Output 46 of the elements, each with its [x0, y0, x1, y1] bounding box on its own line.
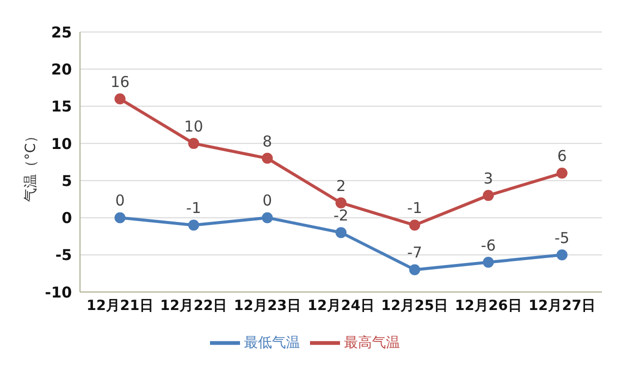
data-label: -2 — [334, 206, 348, 225]
y-axis-title: 气温（°C） — [22, 129, 39, 202]
x-tick-label: 12月27日 — [528, 298, 596, 314]
data-label: -6 — [480, 236, 496, 254]
point — [482, 256, 494, 268]
y-tick-label: 15 — [51, 98, 72, 116]
data-label: -1 — [186, 199, 202, 218]
legend-label: 最高气温 — [344, 334, 400, 351]
y-tick-label: 20 — [51, 60, 72, 78]
y-tick-label: 10 — [51, 134, 72, 153]
x-tick-label: 12月24日 — [308, 298, 374, 314]
data-label: -7 — [407, 244, 422, 262]
data-label: -1 — [407, 199, 422, 218]
y-tick-label: -5 — [55, 246, 72, 264]
data-label: 3 — [484, 169, 494, 188]
x-tick-label: 12月26日 — [454, 298, 522, 314]
point — [262, 212, 273, 224]
point — [409, 220, 420, 231]
y-tick-label: 0 — [62, 209, 72, 228]
legend-label: 最低气温 — [244, 334, 300, 351]
point — [188, 220, 200, 231]
data-label: 2 — [336, 176, 346, 195]
y-tick-label: -10 — [44, 283, 72, 302]
data-label: 16 — [110, 72, 130, 91]
point — [409, 264, 420, 276]
x-tick-label: 12月25日 — [381, 298, 448, 314]
data-label: 0 — [115, 192, 125, 210]
x-tick-label: 12月21日 — [86, 298, 154, 314]
point — [114, 212, 126, 224]
point — [336, 197, 346, 208]
data-label: -5 — [554, 228, 570, 247]
data-label: 10 — [184, 117, 204, 136]
point — [114, 93, 126, 104]
point — [188, 138, 200, 149]
y-tick-label: 25 — [51, 23, 72, 42]
x-tick-label: 12月23日 — [234, 298, 301, 314]
y-tick-label: 5 — [62, 172, 72, 190]
point — [262, 152, 273, 164]
data-label: 6 — [557, 147, 567, 166]
point — [336, 227, 346, 238]
point — [556, 249, 568, 260]
point — [556, 168, 568, 179]
data-label: 0 — [262, 192, 272, 210]
data-label: 8 — [262, 132, 272, 150]
point — [482, 190, 494, 201]
x-tick-label: 12月22日 — [160, 298, 228, 314]
